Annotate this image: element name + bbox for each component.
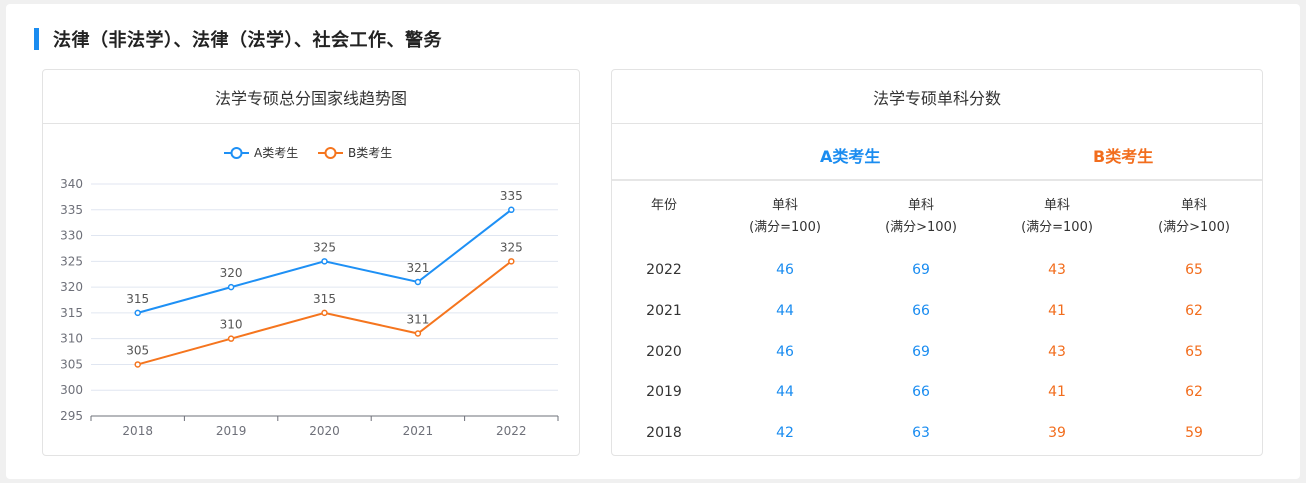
data-point	[414, 278, 422, 286]
x-tick-label: 2018	[122, 424, 153, 438]
y-tick-label: 335	[60, 203, 83, 217]
score-cell: 65	[1185, 343, 1203, 360]
score-table-card: 法学专硕单科分数 A类考生 B类考生 年份 单科 (满分=100) 单科 (满分>100…	[611, 69, 1263, 456]
year-cell: 2021	[646, 302, 682, 319]
score-cell: 59	[1185, 425, 1203, 442]
y-tick-label: 320	[60, 280, 83, 294]
group-b-label: B类考生	[1093, 147, 1154, 166]
data-label: 320	[220, 266, 243, 280]
score-cell: 63	[912, 425, 930, 442]
score-cell: 69	[912, 343, 930, 360]
score-cell: 43	[1048, 343, 1066, 360]
column-header: 单科 (满分=100)	[749, 198, 821, 235]
score-cell: 66	[912, 302, 930, 319]
score-cell: 46	[776, 343, 794, 360]
data-point	[227, 283, 235, 291]
data-point	[227, 335, 235, 342]
data-point	[134, 309, 141, 317]
data-label: 321	[406, 261, 429, 275]
data-point	[321, 309, 328, 317]
data-point	[134, 361, 141, 368]
group-a-label: A类考生	[820, 147, 881, 166]
legend-marker	[230, 147, 243, 159]
column-header: 单科 (满分=100)	[1021, 198, 1093, 235]
y-tick-label: 300	[60, 383, 83, 397]
column-header: 单科 (满分>100)	[885, 198, 957, 235]
data-label: 311	[406, 313, 429, 327]
data-label: 315	[126, 292, 149, 306]
score-cell: 39	[1048, 425, 1066, 442]
year-cell: 2018	[646, 425, 682, 442]
legend-label: A类考生	[254, 146, 298, 160]
column-header: 单科 (满分>100)	[1158, 198, 1230, 235]
y-tick-label: 330	[60, 229, 83, 243]
data-label: 325	[500, 240, 523, 254]
title-accent-bar	[34, 28, 39, 50]
y-tick-label: 340	[60, 177, 83, 191]
chart-card-title: 法学专硕总分国家线趋势图	[43, 70, 579, 124]
data-label: 335	[500, 189, 523, 203]
score-cell: 66	[912, 384, 930, 401]
legend-label: B类考生	[348, 146, 392, 160]
trend-chart-card: 法学专硕总分国家线趋势图 295 300 305 310 315 320 325 330 335…	[42, 69, 580, 456]
legend-marker	[324, 147, 337, 159]
score-cell: 62	[1185, 384, 1203, 401]
year-cell: 2019	[646, 384, 682, 401]
y-tick-label: 315	[60, 306, 83, 320]
year-cell: 2020	[646, 343, 682, 360]
score-cell: 41	[1048, 302, 1066, 319]
y-tick-label: 295	[60, 409, 83, 423]
section-header: 法律（非法学）、法律（法学）、社会工作、警务	[34, 26, 442, 52]
score-cell: 69	[912, 262, 930, 278]
y-tick-label: 325	[60, 254, 83, 268]
score-cell: 42	[776, 425, 794, 442]
score-cell: 44	[776, 302, 794, 319]
data-point	[414, 330, 422, 337]
y-tick-label: 305	[60, 357, 83, 371]
column-header: 年份	[650, 198, 678, 213]
score-cell: 46	[776, 262, 794, 278]
score-cell: 65	[1185, 262, 1203, 278]
score-cell: 44	[776, 384, 794, 401]
group-header-row: A类考生 B类考生	[612, 125, 1262, 181]
score-cell: 43	[1048, 262, 1066, 278]
data-label: 325	[313, 240, 336, 254]
data-point	[508, 206, 515, 214]
y-tick-label: 310	[60, 332, 83, 346]
score-cell: 62	[1185, 302, 1203, 319]
score-cell: 41	[1048, 384, 1066, 401]
section-title: 法律（非法学）、法律（法学）、社会工作、警务	[53, 30, 442, 51]
x-tick-label: 2019	[216, 424, 247, 438]
x-tick-label: 2021	[403, 424, 434, 438]
table-card-title: 法学专硕单科分数	[612, 70, 1262, 124]
data-point	[321, 258, 328, 265]
data-point	[508, 258, 515, 265]
x-tick-label: 2020	[309, 424, 340, 438]
year-cell: 2022	[646, 262, 682, 278]
x-tick-label: 2022	[496, 424, 527, 438]
data-label: 305	[126, 343, 149, 357]
data-label: 315	[313, 292, 336, 306]
data-label: 310	[220, 318, 243, 332]
trend-chart: 295 300 305 310 315 320 325 330 335 340 2018 2019 20…	[60, 146, 559, 438]
